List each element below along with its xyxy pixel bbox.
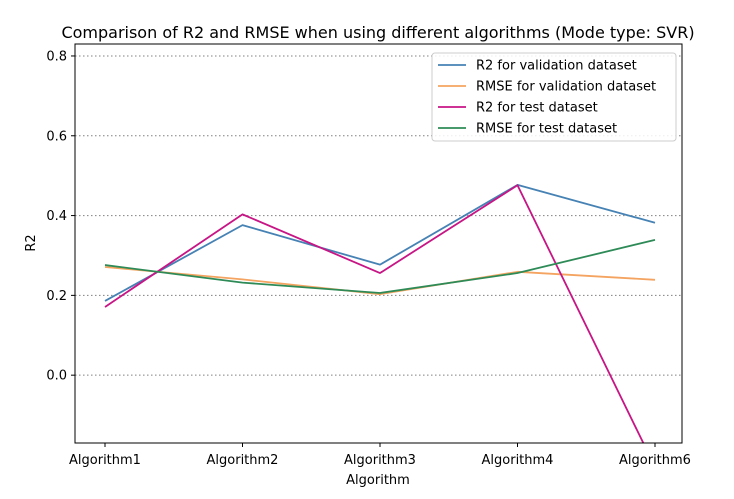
y-axis: 0.0 0.2 0.4 0.6 0.8 bbox=[46, 49, 75, 384]
x-axis: Algorithm1 Algorithm2 Algorithm3 Algorithm4… bbox=[69, 443, 691, 468]
x-tick-label: Algorithm2 bbox=[207, 453, 279, 468]
plot-frame bbox=[74, 43, 683, 444]
y-tick-label: 0.4 bbox=[46, 209, 67, 224]
x-tick-label: Algorithm6 bbox=[619, 453, 691, 468]
grid-lines bbox=[75, 55, 682, 376]
y-tick-label: 0.6 bbox=[46, 129, 67, 144]
legend-label: RMSE for validation dataset bbox=[476, 80, 656, 95]
legend: R2 for validation dataset RMSE for valida… bbox=[431, 52, 677, 142]
y-tick-label: 0.0 bbox=[46, 369, 67, 384]
legend-box bbox=[431, 52, 677, 142]
series-line bbox=[104, 184, 645, 443]
x-tick-label: Algorithm3 bbox=[344, 453, 416, 468]
y-axis-title: R2 bbox=[24, 234, 39, 251]
series-line bbox=[104, 239, 656, 294]
y-tick-label: 0.8 bbox=[46, 49, 67, 64]
y-tick-label: 0.2 bbox=[46, 289, 67, 304]
chart-title: Comparison of R2 and RMSE when using dif… bbox=[61, 23, 694, 42]
legend-label: RMSE for test dataset bbox=[476, 122, 617, 137]
series-line bbox=[104, 183, 656, 302]
legend-label: R2 for validation dataset bbox=[476, 59, 637, 74]
series-layer bbox=[104, 183, 656, 443]
legend-label: R2 for test dataset bbox=[476, 101, 598, 116]
x-axis-title: Algorithm bbox=[346, 473, 410, 488]
series-line bbox=[104, 266, 656, 296]
x-tick-label: Algorithm1 bbox=[69, 453, 141, 468]
x-tick-label: Algorithm4 bbox=[482, 453, 554, 468]
